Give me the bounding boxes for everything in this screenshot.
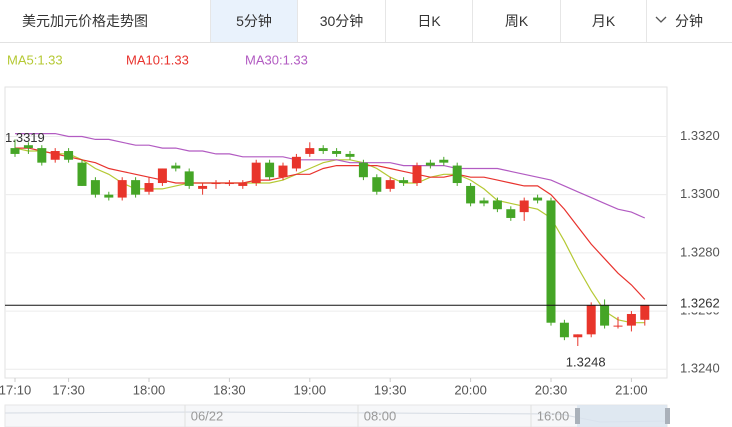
candle-body xyxy=(559,322,569,338)
navigator-label: 06/22 xyxy=(191,408,224,423)
candle-body xyxy=(23,145,33,149)
candle-body xyxy=(10,148,20,154)
candle-body xyxy=(184,171,194,186)
candle-body xyxy=(372,177,382,192)
page-title: 美元加元价格走势图 xyxy=(22,13,148,29)
navigator-window xyxy=(577,405,667,427)
candle-body xyxy=(64,151,74,160)
ma-line xyxy=(15,133,646,219)
x-tick-label: 19:00 xyxy=(294,382,327,397)
candle-body xyxy=(332,151,342,154)
candle-body xyxy=(492,200,502,210)
candle-body xyxy=(305,148,315,154)
tab[interactable]: 5分钟 xyxy=(210,0,297,42)
x-tick-label: 17:30 xyxy=(52,382,85,397)
candle-body xyxy=(399,180,409,184)
interval-dropdown[interactable]: 分钟 xyxy=(646,0,732,42)
high-annotation: 1.3319 xyxy=(5,130,45,145)
tab[interactable]: 月K xyxy=(560,0,646,42)
top-bar: 美元加元价格走势图 5分钟 30分钟 日K 周K 月K 分钟 xyxy=(0,0,732,43)
candle-body xyxy=(291,156,301,169)
candle-body xyxy=(157,168,167,184)
dropdown-label: 分钟 xyxy=(675,13,703,29)
candle-body xyxy=(452,165,462,184)
candle-body xyxy=(345,153,355,157)
y-tick-label: 1.3280 xyxy=(680,244,720,259)
candle-body xyxy=(479,200,489,204)
candle-body xyxy=(104,194,114,198)
candle-body xyxy=(198,185,208,189)
x-tick-label: 21:00 xyxy=(615,382,648,397)
candle-body xyxy=(318,148,328,152)
x-tick-label: 17:10 xyxy=(0,382,31,397)
candle-body xyxy=(117,180,127,198)
candle-body xyxy=(238,183,248,186)
y-tick-label: 1.3320 xyxy=(680,128,720,143)
candle-body xyxy=(412,165,422,184)
x-tick-label: 20:30 xyxy=(535,382,568,397)
last-price-label: 1.3262 xyxy=(680,296,720,311)
y-tick-label: 1.3240 xyxy=(680,361,720,376)
candle-body xyxy=(251,162,261,184)
candle-body xyxy=(640,305,650,320)
candle-body xyxy=(37,148,47,163)
candle-body xyxy=(131,180,141,195)
candle-body xyxy=(600,305,610,326)
candle-body xyxy=(50,151,60,160)
candle-body xyxy=(265,162,275,178)
tab[interactable]: 日K xyxy=(385,0,472,42)
candle-body xyxy=(224,183,234,185)
candle-body xyxy=(626,313,636,326)
plot-frame xyxy=(4,86,668,379)
tab[interactable]: 周K xyxy=(472,0,560,42)
x-tick-label: 19:30 xyxy=(374,382,407,397)
tab[interactable]: 30分钟 xyxy=(297,0,385,42)
x-tick-label: 18:30 xyxy=(213,382,246,397)
candle-body xyxy=(533,197,543,201)
navigator-handle xyxy=(665,408,670,424)
candle-body xyxy=(573,334,583,338)
candle-body xyxy=(506,209,516,218)
legend-entry: MA30:1.33 xyxy=(245,52,308,67)
navigator-label: 16:00 xyxy=(537,408,570,423)
candle-body xyxy=(613,325,623,327)
candle-body xyxy=(90,180,100,195)
candle-body xyxy=(439,159,449,163)
candle-body xyxy=(211,183,221,185)
candle-body xyxy=(77,162,87,186)
ma-line xyxy=(15,147,646,300)
low-annotation: 1.3248 xyxy=(566,354,606,369)
candle-body xyxy=(586,305,596,335)
candle-body xyxy=(278,165,288,178)
chevron-icon xyxy=(655,16,667,23)
candle-body xyxy=(144,183,154,192)
x-tick-label: 20:00 xyxy=(454,382,487,397)
navigator-label: 08:00 xyxy=(364,408,397,423)
last-price-box xyxy=(672,296,722,313)
candle-body xyxy=(385,180,395,189)
candle-body xyxy=(466,185,476,204)
candle-body xyxy=(171,165,181,169)
legend-entry: MA5:1.33 xyxy=(7,52,63,67)
candle-body xyxy=(546,200,556,323)
y-tick-label: 1.3300 xyxy=(680,186,720,201)
candle-body xyxy=(519,200,529,213)
navigator-handle xyxy=(575,408,580,424)
x-tick-label: 18:00 xyxy=(133,382,166,397)
candle-body xyxy=(358,162,368,178)
legend-entry: MA10:1.33 xyxy=(126,52,189,67)
candle-body xyxy=(425,162,435,166)
